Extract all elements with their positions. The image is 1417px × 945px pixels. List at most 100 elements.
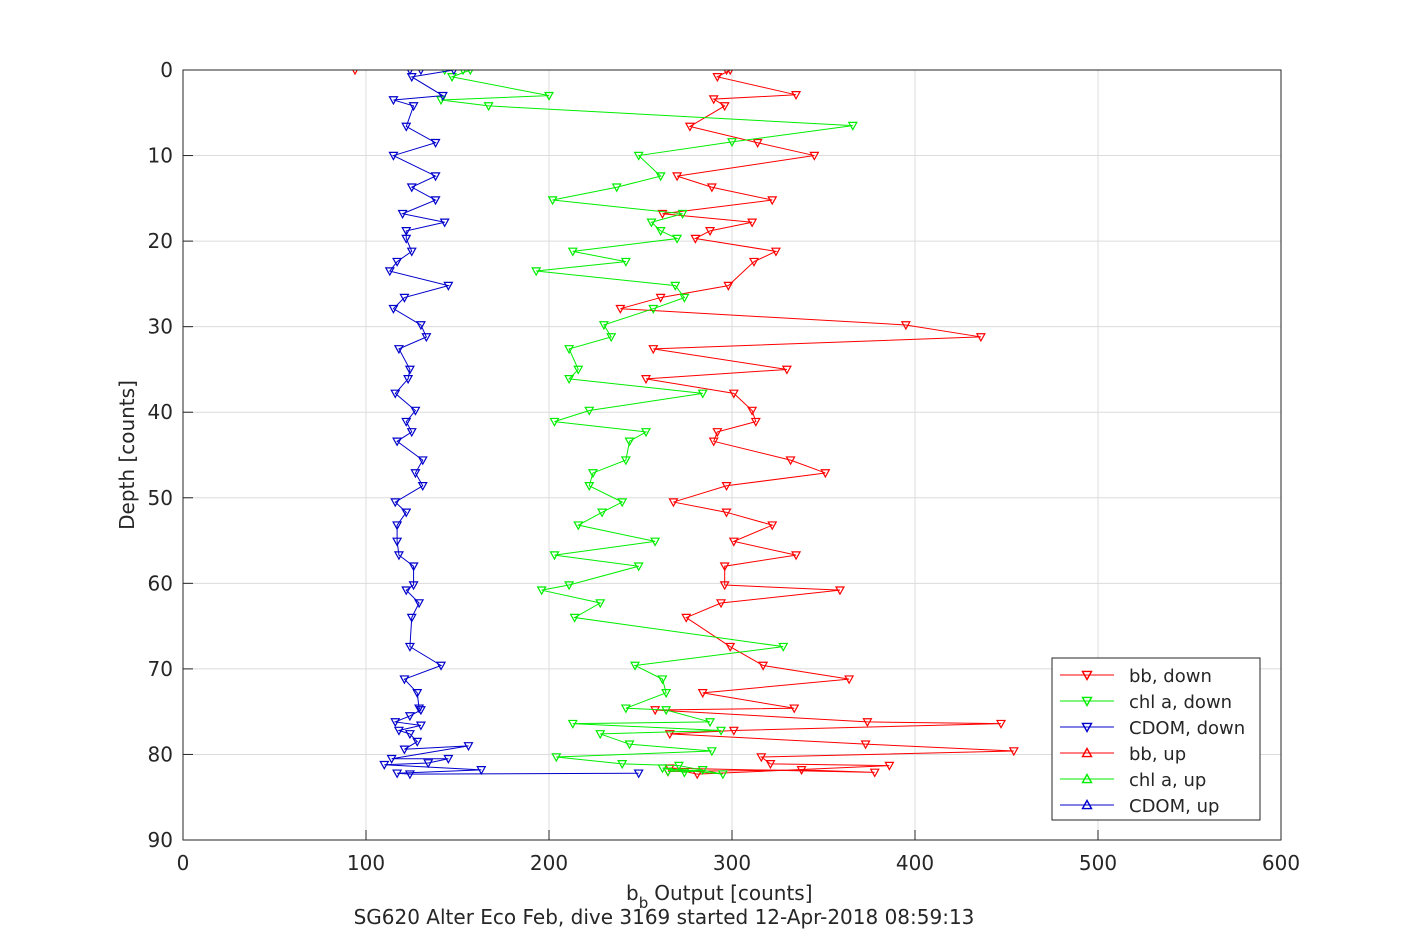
- data-point: [595, 599, 606, 609]
- data-point: [423, 759, 434, 769]
- data-point: [393, 551, 404, 561]
- data-point: [430, 196, 441, 206]
- data-point: [862, 718, 873, 728]
- data-point: [399, 675, 410, 685]
- legend-label: CDOM, up: [1129, 796, 1219, 817]
- data-point: [705, 718, 716, 728]
- data-point: [401, 122, 412, 132]
- data-point: [567, 247, 578, 257]
- legend-item: CDOM, up: [1060, 796, 1219, 817]
- data-point: [661, 706, 672, 716]
- data-point: [673, 761, 684, 771]
- x-tick-label: 400: [896, 851, 934, 875]
- data-point: [388, 304, 399, 314]
- data-point: [706, 747, 717, 757]
- data-point: [404, 365, 415, 375]
- data-point: [437, 91, 448, 101]
- data-point: [404, 642, 415, 652]
- y-tick-label: 60: [148, 571, 173, 595]
- data-point: [620, 704, 631, 714]
- data-point: [401, 234, 412, 244]
- data-point: [697, 766, 708, 776]
- series-line: [384, 70, 639, 775]
- data-point: [708, 95, 719, 105]
- data-point: [595, 730, 606, 740]
- legend-marker: [1081, 747, 1093, 758]
- data-point: [408, 562, 419, 572]
- data-point: [436, 661, 447, 671]
- legend-label: bb, down: [1129, 666, 1212, 687]
- data-point: [706, 183, 717, 193]
- data-point: [723, 281, 734, 291]
- data-point: [446, 73, 458, 83]
- data-point: [809, 151, 820, 161]
- data-point: [410, 406, 421, 416]
- data-point: [633, 562, 644, 572]
- y-tick-label: 50: [148, 486, 173, 510]
- x-tick-label: 100: [347, 851, 385, 875]
- data-point: [796, 766, 807, 776]
- data-point: [684, 122, 695, 132]
- data-point: [587, 469, 598, 479]
- data-point: [463, 742, 474, 752]
- y-tick-label: 20: [148, 229, 173, 253]
- data-point: [697, 689, 708, 699]
- data-point: [650, 706, 661, 716]
- data-point: [417, 456, 428, 466]
- data-point: [767, 196, 778, 206]
- data-point: [392, 257, 403, 267]
- figure-caption: SG620 Alter Eco Feb, dive 3169 started 1…: [354, 905, 975, 929]
- data-point: [401, 417, 412, 427]
- data-point: [747, 406, 758, 416]
- legend-box: [1051, 657, 1261, 821]
- data-point: [640, 375, 652, 385]
- data-point: [708, 437, 719, 447]
- data-point: [844, 675, 855, 685]
- data-point: [624, 437, 635, 447]
- data-point: [756, 753, 767, 763]
- data-point: [726, 138, 738, 148]
- y-tick-label: 40: [148, 400, 173, 424]
- data-point: [620, 456, 631, 466]
- data-point: [633, 769, 644, 779]
- data-point: [719, 102, 730, 112]
- y-tick-label: 80: [148, 742, 173, 766]
- data-point: [1008, 747, 1019, 757]
- data-point: [611, 183, 622, 193]
- data-point: [650, 537, 661, 547]
- data-point: [536, 586, 547, 596]
- data-point: [567, 719, 578, 729]
- data-point: [606, 333, 617, 343]
- data-point: [547, 196, 558, 206]
- data-point: [869, 768, 880, 778]
- legend-item: CDOM, down: [1060, 718, 1245, 739]
- data-point: [725, 642, 736, 652]
- data-point: [476, 766, 487, 776]
- data-point: [404, 770, 415, 780]
- x-axis-label-subscript: b: [639, 894, 649, 912]
- data-point: [728, 389, 739, 399]
- y-tick-label: 90: [148, 828, 173, 852]
- data-point: [690, 234, 701, 244]
- y-axis-label: Depth [counts]: [115, 380, 139, 530]
- y-tick-label: 30: [148, 315, 173, 339]
- data-point: [778, 642, 789, 652]
- data-point: [415, 706, 426, 716]
- data-point: [791, 91, 802, 101]
- data-point: [412, 689, 423, 699]
- data-point: [664, 730, 675, 740]
- data-point: [386, 754, 397, 764]
- data-point: [384, 267, 395, 277]
- data-point: [549, 551, 560, 561]
- legend-item: bb, down: [1060, 666, 1212, 687]
- data-point: [573, 365, 584, 375]
- data-point: [975, 333, 986, 343]
- data-point: [415, 321, 426, 331]
- data-point: [758, 661, 769, 671]
- data-point: [406, 613, 417, 623]
- data-point: [443, 754, 454, 764]
- data-point: [399, 293, 410, 303]
- legend-label: chl a, up: [1129, 770, 1206, 791]
- legend-label: bb, up: [1129, 744, 1186, 765]
